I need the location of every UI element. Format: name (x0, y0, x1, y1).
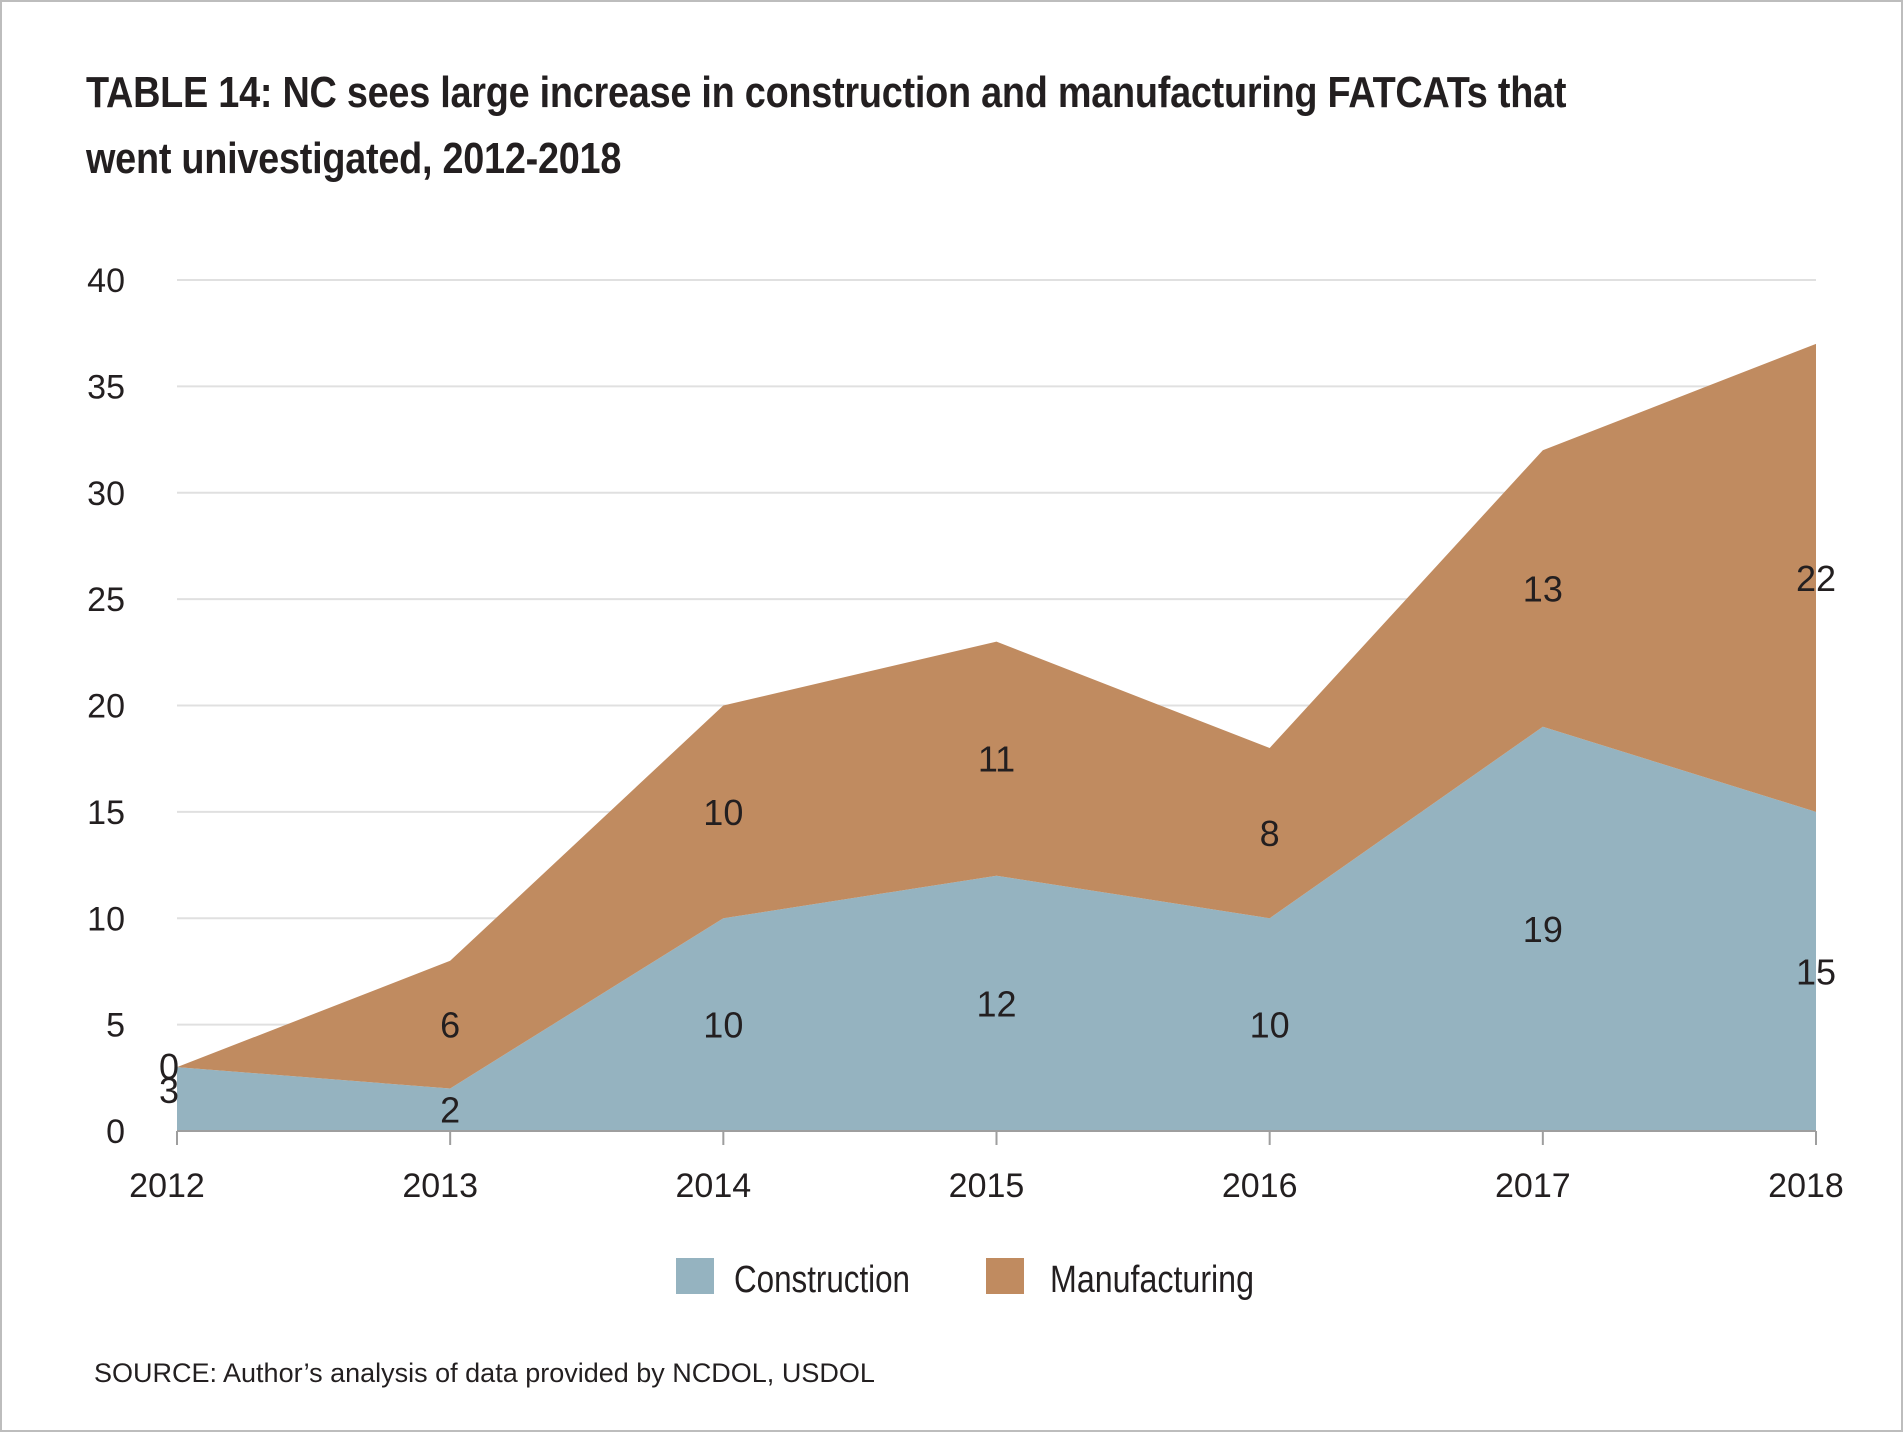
data-label-construction-2016: 10 (1250, 1005, 1290, 1046)
y-tick-label-25: 25 (87, 581, 125, 619)
y-tick-label-30: 30 (87, 475, 125, 513)
data-label-manufacturing-2018: 22 (1796, 558, 1836, 599)
area-manufacturing (177, 343, 1816, 1089)
chart-title: TABLE 14: NC sees large increase in cons… (86, 68, 1567, 183)
source-note: SOURCE: Author’s analysis of data provid… (94, 1358, 875, 1388)
y-tick-label-35: 35 (87, 368, 125, 406)
areas (177, 343, 1816, 1131)
legend-swatch-construction (676, 1258, 714, 1294)
x-tick-label-2018: 2018 (1768, 1167, 1844, 1205)
data-label-construction-2014: 10 (703, 1005, 743, 1046)
x-tick-label-2016: 2016 (1222, 1167, 1298, 1205)
data-label-manufacturing-2015: 11 (978, 739, 1015, 780)
legend-label-construction: Construction (734, 1259, 910, 1301)
y-tick-label-0: 0 (106, 1113, 125, 1151)
y-tick-label-20: 20 (87, 688, 125, 726)
data-label-construction-2017: 19 (1523, 909, 1563, 950)
legend-label-manufacturing: Manufacturing (1050, 1259, 1254, 1301)
data-label-manufacturing-2012: 0 (159, 1046, 179, 1087)
data-label-construction-2018: 15 (1796, 951, 1836, 992)
data-label-manufacturing-2014: 10 (703, 792, 743, 833)
data-label-manufacturing-2016: 8 (1260, 813, 1280, 854)
legend-swatch-manufacturing (986, 1258, 1024, 1294)
y-axis-tick-labels: 0 5 10 15 20 25 30 35 40 (87, 262, 125, 1151)
x-tick-label-2013: 2013 (402, 1167, 478, 1205)
x-axis-tick-labels: 2012 2013 2014 2015 2016 2017 2018 (129, 1167, 1844, 1205)
data-label-manufacturing-2013: 6 (440, 1005, 460, 1046)
area-construction (177, 726, 1816, 1131)
legend: Construction Manufacturing (676, 1258, 1254, 1301)
data-label-manufacturing-2017: 13 (1523, 568, 1563, 609)
y-tick-label-5: 5 (106, 1007, 125, 1045)
x-tick-label-2015: 2015 (949, 1167, 1025, 1205)
y-tick-label-40: 40 (87, 262, 125, 300)
x-tick-label-2012: 2012 (129, 1167, 205, 1205)
data-label-construction-2012: 3 (159, 1070, 179, 1111)
x-axis (176, 1130, 1817, 1145)
data-label-construction-2013: 2 (440, 1090, 460, 1131)
data-labels: 3 2 10 12 10 19 15 0 6 10 11 8 13 22 (159, 558, 1836, 1131)
data-label-construction-2015: 12 (976, 983, 1016, 1024)
y-tick-label-15: 15 (87, 794, 125, 832)
y-tick-label-10: 10 (87, 900, 125, 938)
x-tick-label-2014: 2014 (676, 1167, 752, 1205)
x-tick-label-2017: 2017 (1495, 1167, 1571, 1205)
